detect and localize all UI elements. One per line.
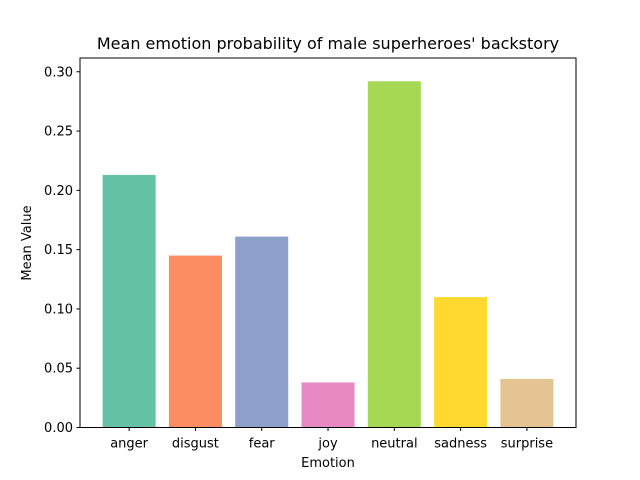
x-axis: anger disgust fear joy neutral sadness surpris…	[110, 427, 553, 452]
x-tick-label-joy: joy	[317, 437, 338, 452]
x-axis-label: Emotion	[301, 456, 355, 471]
x-tick-label-anger: anger	[110, 437, 148, 452]
bar-disgust	[168, 255, 222, 428]
x-tick-label-fear: fear	[249, 437, 276, 452]
y-tick-label: 0.25	[44, 125, 73, 140]
x-tick-label-disgust: disgust	[172, 437, 219, 452]
y-axis: 0.00 0.05 0.10 0.15 0.20 0.25 0.30	[44, 65, 80, 436]
y-tick-label: 0.20	[44, 184, 73, 199]
bar-sadness	[434, 297, 488, 428]
plot-frame	[79, 57, 577, 428]
bars-group	[102, 81, 554, 428]
bar-neutral	[367, 81, 421, 428]
y-axis-label: Mean Value	[20, 205, 35, 280]
y-tick-label: 0.15	[44, 243, 73, 258]
x-tick-label-neutral: neutral	[371, 437, 418, 452]
y-tick-label: 0.00	[44, 421, 73, 436]
bar-fear	[235, 236, 289, 428]
bar-joy	[301, 382, 355, 428]
bar-anger	[102, 174, 156, 428]
y-tick-label: 0.05	[44, 362, 73, 377]
x-tick-label-sadness: sadness	[434, 437, 487, 452]
y-tick-label: 0.30	[44, 65, 73, 80]
chart-title: Mean emotion probability of male superhe…	[97, 34, 559, 53]
y-tick-label: 0.10	[44, 302, 73, 317]
x-tick-label-surprise: surprise	[501, 437, 553, 452]
bar-surprise	[500, 378, 554, 428]
